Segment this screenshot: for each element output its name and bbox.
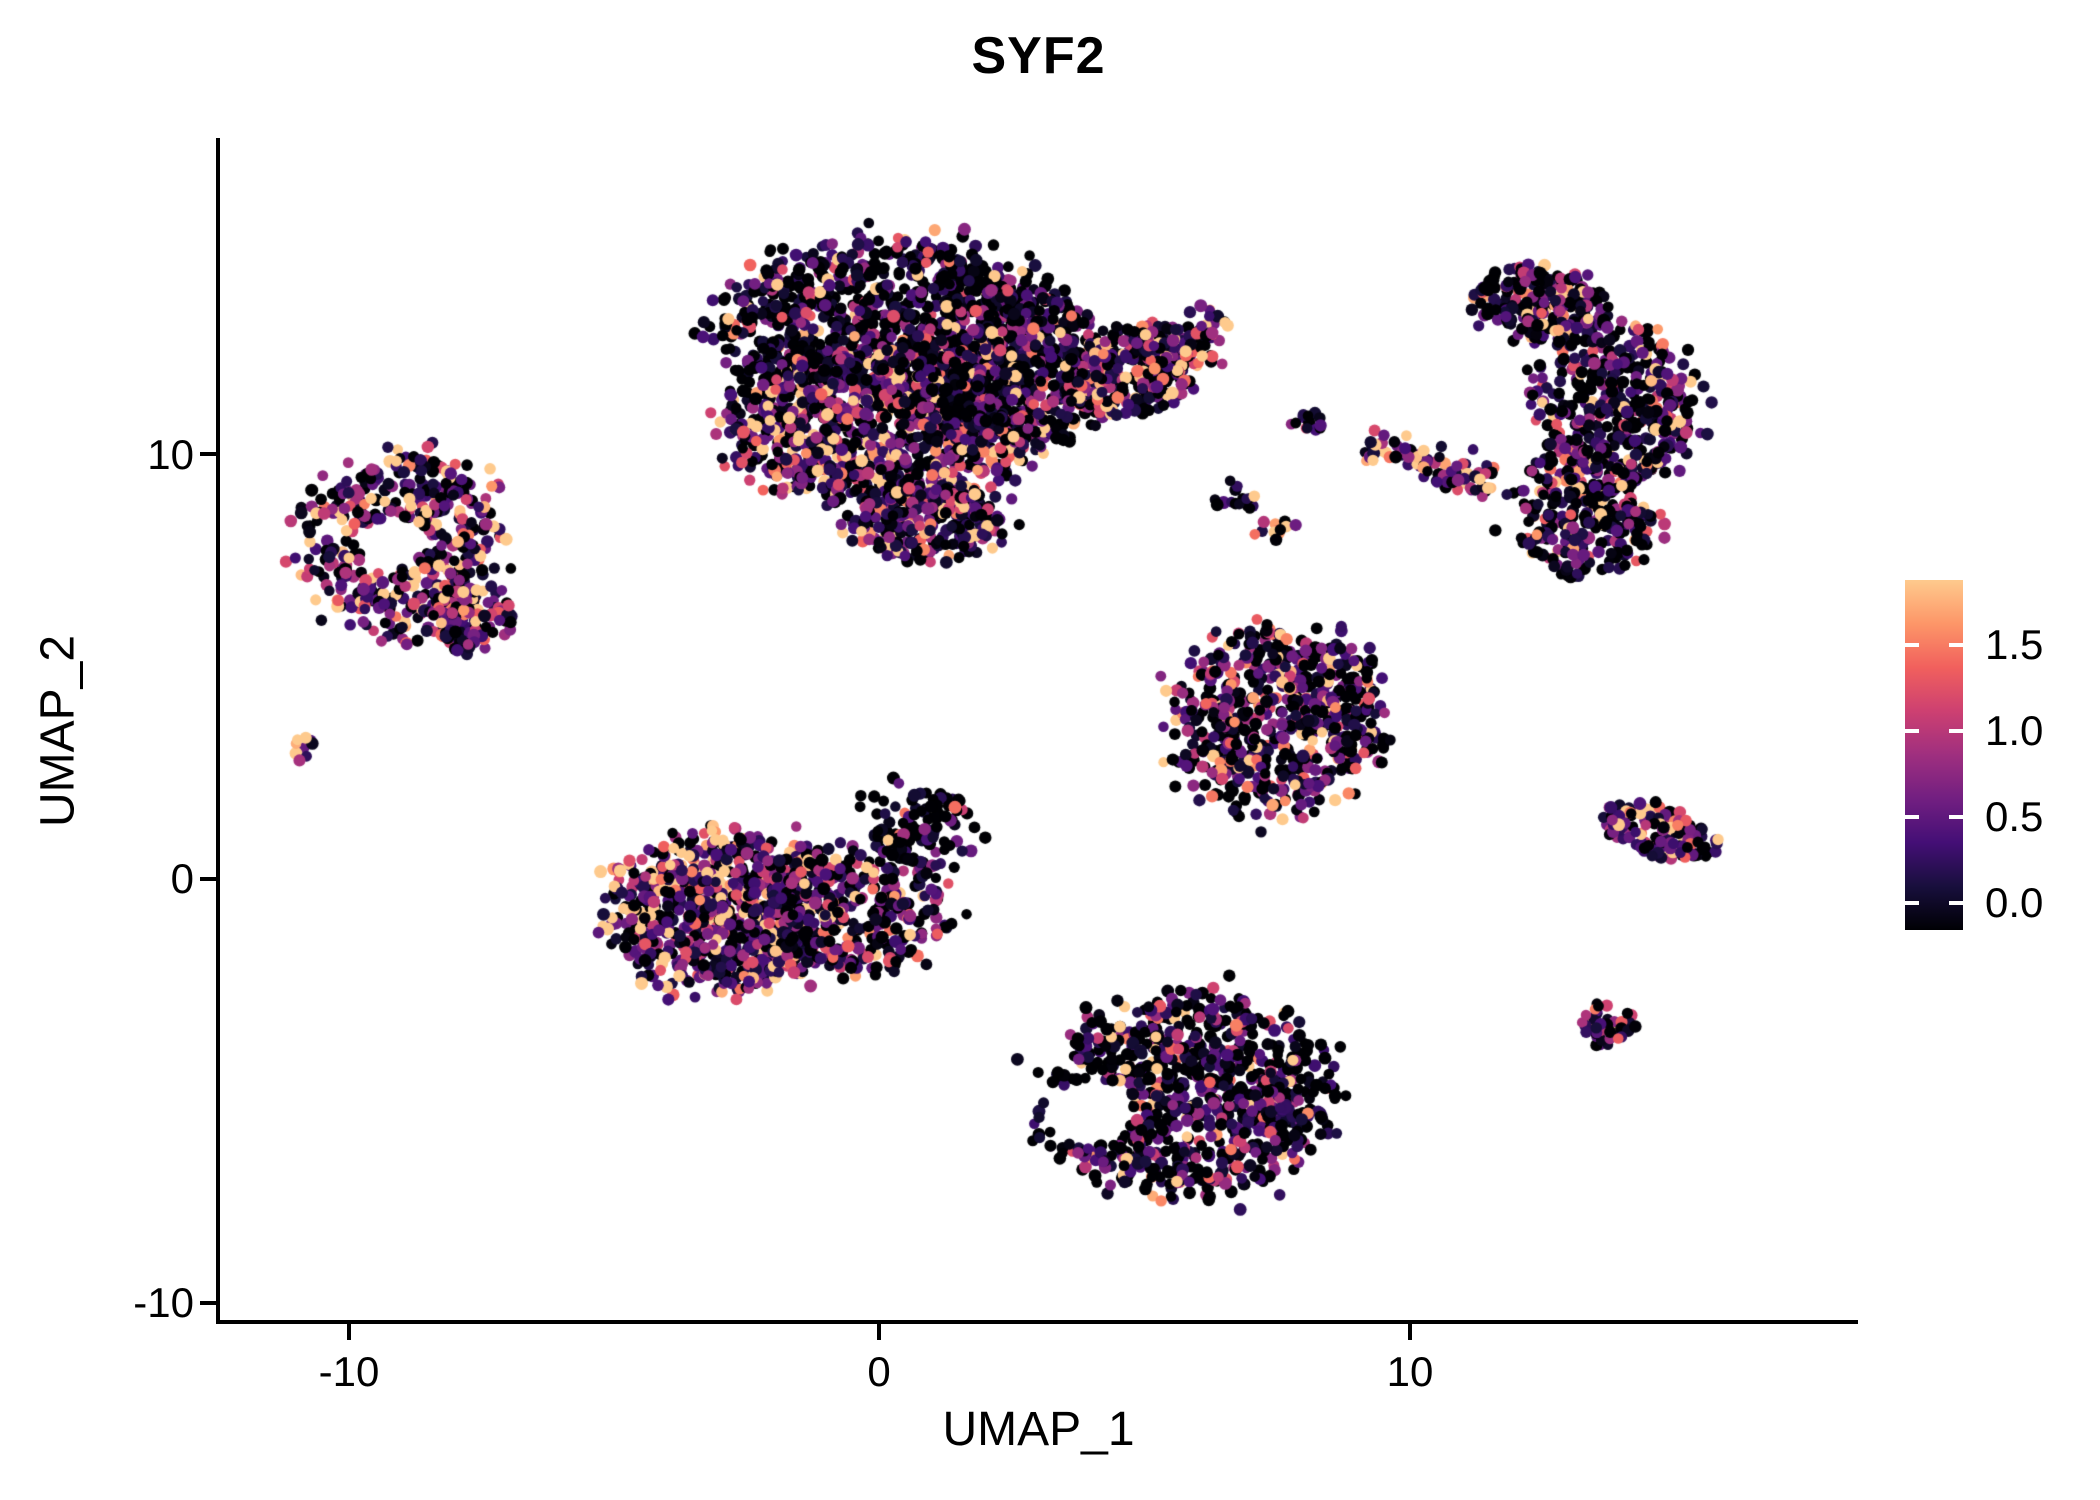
colorbar-gradient: [1905, 580, 1963, 930]
x-tick-mark: [347, 1324, 351, 1340]
y-tick-label: -10: [133, 1279, 194, 1326]
colorbar-tick-mark: [1949, 815, 1963, 819]
x-axis-line: [216, 1320, 1858, 1324]
colorbar-tick-label: 1.5: [1985, 621, 2044, 668]
colorbar-tick-mark: [1949, 643, 1963, 647]
colorbar-tick-label: 0.5: [1985, 793, 2044, 840]
y-axis-title: UMAP_2: [31, 634, 85, 828]
colorbar: [1905, 580, 1963, 930]
x-tick-mark: [1408, 1324, 1412, 1340]
colorbar-tick-mark: [1905, 901, 1919, 905]
colorbar-tick-mark: [1949, 729, 1963, 733]
x-tick-label: 0: [867, 1348, 891, 1395]
y-tick-mark: [200, 877, 216, 881]
colorbar-tick-mark: [1905, 729, 1919, 733]
colorbar-tick-mark: [1905, 815, 1919, 819]
y-tick-mark: [200, 452, 216, 456]
x-axis-title: UMAP_1: [942, 1403, 1135, 1456]
colorbar-tick-label: 0.0: [1985, 879, 2044, 926]
y-axis-line: [216, 138, 220, 1324]
x-tick-label: -10: [318, 1348, 380, 1395]
colorbar-tick-label: 1.0: [1985, 707, 2044, 754]
colorbar-tick-mark: [1905, 643, 1919, 647]
colorbar-tick-mark: [1949, 901, 1963, 905]
y-tick-mark: [200, 1301, 216, 1305]
y-tick-label: 0: [170, 855, 194, 902]
plot-title: SYF2: [971, 27, 1106, 85]
y-tick-label: 10: [147, 431, 194, 478]
x-tick-label: 10: [1386, 1348, 1434, 1395]
x-tick-mark: [877, 1324, 881, 1340]
